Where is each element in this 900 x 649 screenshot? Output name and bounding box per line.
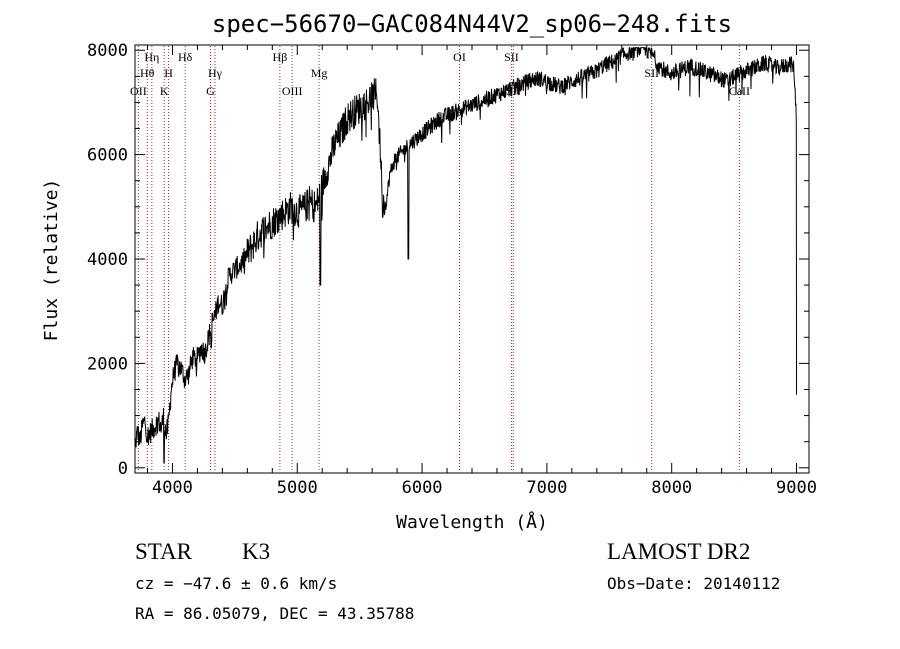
- spectral-line-label: G: [206, 84, 215, 98]
- y-tick-label: 0: [118, 459, 128, 479]
- y-tick-label: 2000: [87, 354, 128, 374]
- chart-title: spec−56670−GAC084N44V2_sp06−248.fits: [212, 10, 732, 38]
- spectral-line-label: SII: [644, 66, 659, 80]
- survey-name: LAMOST DR2: [607, 539, 751, 564]
- spectral-line-label: Hη: [144, 50, 159, 64]
- x-tick-label: 4000: [152, 478, 193, 498]
- spectrum-chart: spec−56670−GAC084N44V2_sp06−248.fits OII…: [41, 10, 817, 533]
- x-tick-label: 7000: [526, 478, 567, 498]
- x-tick-label: 8000: [651, 478, 692, 498]
- x-tick-label: 9000: [776, 478, 817, 498]
- coordinates: RA = 86.05079, DEC = 43.35788: [135, 604, 415, 623]
- object-subclass: K3: [242, 539, 271, 564]
- spectral-line-label: Hβ: [273, 50, 288, 64]
- x-tick-label: 5000: [277, 478, 318, 498]
- object-class: STAR: [135, 539, 192, 564]
- spectral-line-label: Hγ: [208, 66, 223, 80]
- spectral-line-label: OI: [453, 50, 466, 64]
- observation-date: Obs−Date: 20140112: [607, 574, 781, 593]
- radial-velocity: cz = −47.6 ± 0.6 km/s: [135, 574, 338, 593]
- spectral-line-label: K: [160, 84, 169, 98]
- x-axis-label: Wavelength (Å): [396, 511, 548, 533]
- y-axis: 0 2000 4000 6000 8000: [87, 41, 809, 479]
- spectral-line-label: CaII: [729, 84, 750, 98]
- y-tick-label: 4000: [87, 250, 128, 270]
- y-tick-label: 6000: [87, 146, 128, 166]
- y-axis-label: Flux (relative): [41, 179, 62, 342]
- spectral-line-label: OII: [130, 84, 147, 98]
- spectral-line-label: H: [164, 66, 173, 80]
- spectral-line-label: SII: [504, 50, 519, 64]
- x-axis: 4000 5000 6000 7000 8000 9000: [146, 45, 817, 498]
- spectral-line-label: Mg: [311, 66, 328, 80]
- spectral-line-label: Hθ: [140, 66, 155, 80]
- spectrum-series: [134, 47, 797, 464]
- spectral-line-label: OIII: [282, 84, 303, 98]
- x-tick-label: 6000: [402, 478, 443, 498]
- y-tick-label: 8000: [87, 41, 128, 61]
- spectral-line-label: Hδ: [178, 50, 193, 64]
